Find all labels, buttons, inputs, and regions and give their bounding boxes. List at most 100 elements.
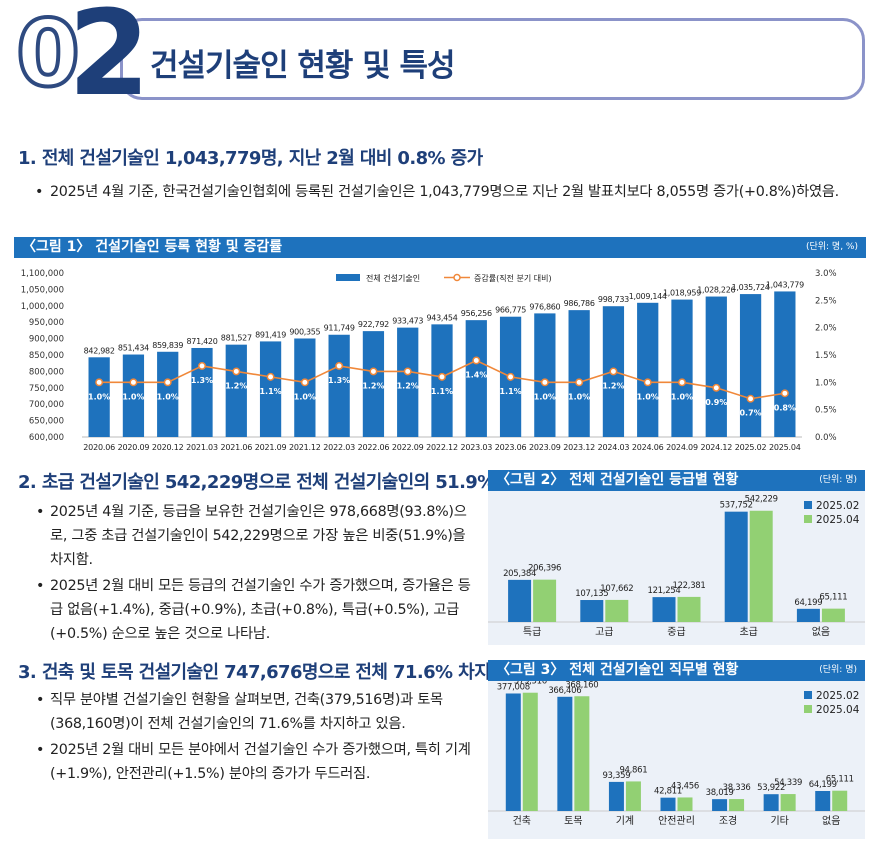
bar-series-2 [821,608,845,622]
x-tick-label: 없음 [822,814,840,827]
rate-value-label: 1.0% [157,392,179,401]
y-tick-label: 850,000 [29,351,64,361]
rate-value-label: 1.2% [362,381,384,390]
bar-value-label: 542,229 [745,495,778,505]
bar-series-1 [660,797,676,811]
rate-value-label: 1.2% [225,381,247,390]
x-tick-label: 2020.06 [83,443,115,452]
x-tick-label: 2025.04 [769,443,801,452]
rate-value-label: 1.0% [122,392,144,401]
bar-value-label: 53,922 [757,783,785,793]
y-tick-label: 700,000 [29,400,64,410]
bar-value-label: 54,339 [774,778,802,788]
bar [705,296,727,437]
y2-tick-label: 0.5% [815,406,837,416]
x-tick-label: 2021.06 [220,443,252,452]
bar-value-label: 377,008 [497,682,530,692]
x-tick-label: 2023.06 [495,443,527,452]
bar-series-2 [522,692,538,811]
bar-series-1 [557,696,573,811]
bar [88,357,110,437]
y-tick-label: 1,050,000 [21,285,64,295]
bar-value-label: 205,384 [503,569,536,579]
bar-value-label: 976,860 [529,302,560,311]
y2-tick-label: 1.0% [815,378,837,388]
bar [568,310,590,437]
bar-value-label: 65,111 [826,775,854,785]
bar-series-1 [796,608,820,622]
rate-value-label: 1.2% [397,381,419,390]
rate-marker [300,378,309,387]
x-tick-label: 2025.02 [735,443,767,452]
bar [362,331,385,437]
y-tick-label: 800,000 [29,367,64,377]
rate-marker [678,378,686,387]
rate-value-label: 0.8% [774,403,796,412]
rate-value-label: 1.0% [88,392,110,401]
bar-series-1 [712,799,728,811]
bar-value-label: 911,749 [324,324,355,333]
x-tick-label: 2020.12 [152,443,184,452]
x-tick-label: 중급 [667,626,685,638]
rate-value-label: 1.2% [602,381,624,390]
legend-label-2: 2025.04 [816,704,860,716]
bar-series-2 [832,790,848,811]
bar-series-2 [677,797,693,811]
bar [259,341,282,437]
rate-marker [129,378,138,387]
y-tick-label: 750,000 [29,384,64,394]
bar-value-label: 107,662 [600,584,633,594]
bar-series-2 [780,794,796,811]
bar-series-1 [815,790,831,811]
section3-bullet-2: • 2025년 2월 대비 모든 분야에서 건설기술인 수가 증가했으며, 특히… [36,738,472,786]
y-tick-label: 1,000,000 [21,302,64,312]
figure1-unit: (단위: 명, %) [805,242,858,252]
y2-tick-label: 0.0% [815,433,837,443]
x-tick-label: 2022.12 [426,443,458,452]
bar [534,313,556,437]
y-tick-label: 900,000 [29,335,64,345]
x-tick-label: 2024.06 [632,443,664,452]
rate-value-label: 0.7% [739,409,761,418]
rate-value-label: 1.0% [534,392,556,401]
legend-label-1: 2025.02 [816,690,859,702]
x-tick-label: 2024.09 [666,443,698,452]
rate-marker [266,372,275,381]
bar-value-label: 956,256 [461,309,492,318]
section1-bullet: • 2025년 4월 기준, 한국건설기술인협회에 등록된 건설기술인은 1,0… [35,180,866,204]
bar-value-label: 966,775 [495,306,526,315]
bar-value-label: 368,160 [565,681,598,690]
rate-value-label: 1.3% [191,376,213,385]
bar-value-label: 107,135 [575,589,608,599]
section2-bullet-2-text: 2025년 2월 대비 모든 등급의 건설기술인 수가 증가했으며, 증가율은 … [50,578,471,642]
rate-value-label: 1.4% [465,370,487,379]
bar-value-label: 206,396 [528,564,561,574]
bar [465,320,487,437]
bar-value-label: 1,035,724 [732,283,770,292]
x-tick-label: 초급 [739,626,757,638]
bar [191,347,213,437]
legend-label-2: 2025.04 [816,514,860,526]
rate-value-label: 1.0% [637,392,659,401]
bar-series-1 [652,597,676,622]
bar-value-label: 922,792 [358,320,389,329]
bar-value-label: 891,419 [255,330,286,339]
rate-marker [403,367,412,376]
rate-marker [540,378,549,387]
legend-line-label: 증감률(직전 분기 대비) [474,273,552,283]
bar [157,351,179,437]
bar-value-label: 998,733 [598,295,629,304]
legend-swatch-1 [804,501,812,509]
bar-value-label: 851,434 [118,344,149,353]
section2-bullet-1-text: 2025년 4월 기준, 등급을 보유한 건설기술인은 978,668명(93.… [50,504,467,568]
section1-heading: 1. 전체 건설기술인 1,043,779명, 지난 2월 대비 0.8% 증가 [18,148,483,169]
rate-value-label: 1.0% [294,392,316,401]
x-tick-label: 건축 [513,815,531,827]
bar-value-label: 537,752 [720,501,753,511]
bar-value-label: 1,009,144 [629,292,667,301]
legend-bar-label: 전체 건설기술인 [366,273,420,283]
bar [739,294,762,437]
x-tick-label: 없음 [812,625,830,638]
x-tick-label: 기계 [616,815,634,827]
rate-value-label: 1.0% [671,392,693,401]
